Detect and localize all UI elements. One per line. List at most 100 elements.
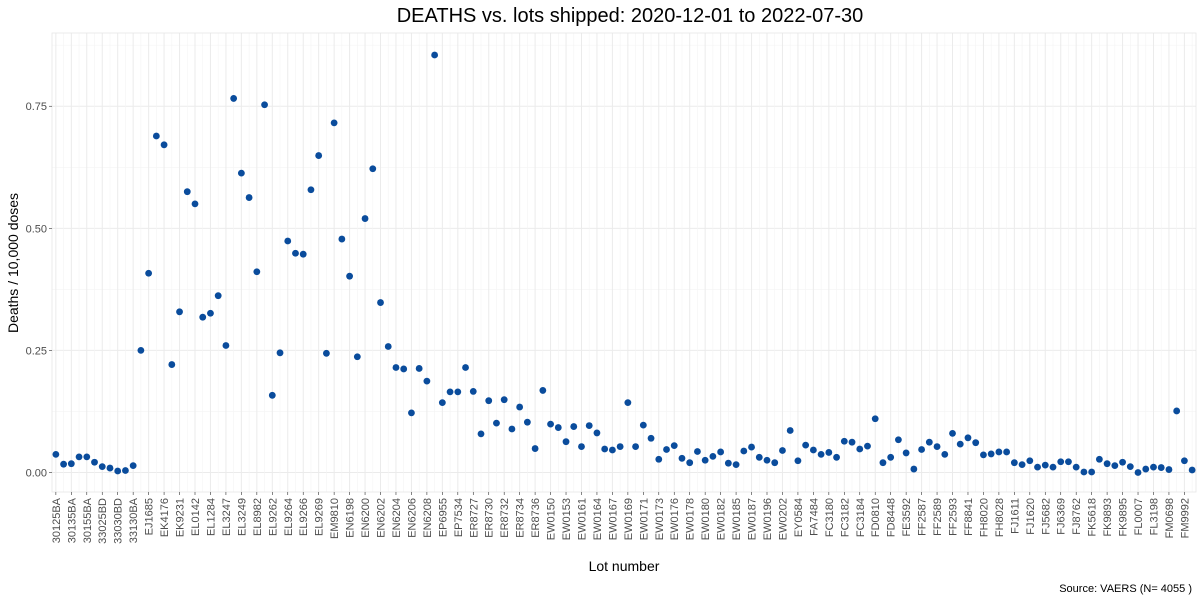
- x-tick-label: EW0167: [607, 498, 619, 540]
- data-point: EW0165: 0.048: [601, 445, 609, 453]
- data-point: FJ1611: 0.02: [1010, 459, 1018, 467]
- x-tick-label: FA7484: [808, 498, 820, 536]
- source-caption: Source: VAERS (N= 4055 ): [1059, 583, 1192, 595]
- x-tick-label: FJ8762: [1071, 498, 1083, 535]
- data-point: 30135BA: 0.018: [67, 460, 75, 468]
- data-point: EP7534: 0.165: [454, 388, 462, 396]
- data-point: FD0785: 0.054: [864, 442, 871, 450]
- x-tick-label: EW0202: [777, 498, 789, 540]
- data-point: FD8448: 0.031: [887, 453, 895, 461]
- x-tick-label: EM9810: [329, 498, 341, 539]
- data-point: FL8095: 0.01: [1157, 464, 1165, 471]
- x-tick-label: FC3182: [839, 498, 851, 537]
- data-point: EL1283: 0.318: [199, 313, 207, 321]
- data-point: 33025BD: 0.012: [98, 463, 106, 471]
- data-point: EN6205: 0.212: [400, 365, 408, 373]
- x-tick-label: EN6206: [406, 498, 418, 538]
- data-point: EN6198: 0.402: [346, 272, 353, 280]
- x-tick-label: FH8020: [978, 498, 990, 537]
- data-point: FM0698: 0.006: [1165, 466, 1173, 473]
- data-point: ER8732: 0.149: [500, 396, 508, 404]
- x-tick-label: ER8730: [484, 498, 496, 538]
- data-point: EL1284: 0.326: [207, 309, 214, 317]
- data-point: FC3181: 0.031: [833, 453, 840, 461]
- data-point: EL9262: 0.158: [268, 391, 276, 399]
- data-point: EW0183: 0.019: [724, 459, 732, 467]
- data-point: FJ1613: 0.042: [1003, 448, 1011, 456]
- x-tick-label: ER8727: [468, 498, 480, 538]
- y-tick-label: 0.25: [26, 345, 47, 357]
- x-tick-label: EW0153: [561, 498, 573, 540]
- data-point: FC3180: 0.041: [825, 449, 833, 456]
- data-point: EM9809: 0.244: [323, 349, 330, 357]
- x-tick-label: FL0007: [1133, 498, 1145, 535]
- data-point: FE8162: 0.007: [910, 465, 918, 473]
- data-point: EL3247: 0.26: [222, 342, 230, 349]
- x-tick-label: EN6202: [376, 498, 388, 538]
- data-point: EN6208: 0.187: [423, 377, 431, 385]
- data-point: FE3591: 0.067: [895, 436, 902, 444]
- data-point: EW0191: 0.031: [755, 453, 763, 461]
- data-point: EL3302: 0.563: [245, 194, 253, 201]
- data-point: EW0202: 0.045: [779, 447, 786, 454]
- data-point: EN6204: 0.215: [392, 364, 400, 371]
- data-point: ER8731: 0.101: [493, 419, 500, 427]
- x-tick-label: FD0810: [870, 498, 882, 537]
- x-tick-label: EN6200: [360, 498, 372, 538]
- data-point: FD0927: 0.02: [879, 459, 887, 467]
- data-point: FL3198: 0.011: [1150, 463, 1157, 471]
- data-point: 33128BD: 0.004: [122, 467, 129, 474]
- data-point: 33028BD: 0.009: [106, 464, 114, 472]
- data-point: EN6201: 0.622: [369, 165, 377, 173]
- x-tick-label: FK9895: [1118, 498, 1130, 537]
- x-tick-label: EW0178: [685, 498, 697, 540]
- data-point: FF2593: 0.08: [949, 430, 956, 437]
- data-point: FJ8762: 0.011: [1072, 463, 1080, 471]
- x-tick-label: EL0142: [190, 498, 202, 536]
- data-point: EK5730: 0.221: [168, 361, 176, 368]
- data-point: EW0179: 0.043: [694, 448, 701, 455]
- data-point: EW0185: 0.016: [732, 461, 740, 469]
- x-tick-label: EW0185: [731, 498, 743, 540]
- data-point: EP6955: 0.143: [438, 399, 446, 407]
- x-tick-label: EK4176: [159, 498, 171, 537]
- data-point: FN0016: 0.005: [1188, 466, 1196, 474]
- data-point: FJ5681: 0.011: [1034, 463, 1041, 471]
- data-point: EN6199: 0.237: [353, 353, 361, 361]
- data-point: ER2613: 0.215: [462, 364, 469, 371]
- x-tick-label: 30155BA: [82, 497, 94, 543]
- x-tick-label: EL3249: [236, 498, 248, 536]
- data-point: FK9897: 0.012: [1126, 463, 1134, 471]
- data-point: ER8729: 0.079: [477, 430, 485, 438]
- y-tick-label: 0.50: [26, 223, 47, 235]
- data-point: EJ1686: 0.689: [152, 132, 160, 140]
- data-point: FM9992: 0.024: [1181, 457, 1188, 465]
- x-axis: 30125BA 30135BA 30155BA 33025BD 33030BD 33130…: [51, 492, 1191, 544]
- x-tick-label: FF2593: [948, 498, 960, 536]
- data-point: EW0172: 0.07: [647, 434, 655, 442]
- data-point: EY0583: 0.086: [786, 427, 794, 434]
- data-point: FL0007: 0: [1134, 469, 1142, 476]
- data-point: EL9263: 0.245: [276, 349, 284, 357]
- data-point: ER8735: 0.103: [523, 418, 531, 426]
- data-point: EW0158: 0.094: [570, 423, 578, 430]
- data-point: EN6202: 0.348: [377, 299, 384, 306]
- grid-layer: [51, 32, 1197, 493]
- x-tick-label: EW0164: [592, 498, 604, 540]
- data-point: EW0186: 0.044: [740, 447, 748, 455]
- data-point: EN6203: 0.258: [384, 343, 392, 350]
- data-point: FF8222: 0.058: [956, 440, 964, 448]
- data-point: EL9269: 0.649: [315, 152, 323, 159]
- x-tick-label: FM0698: [1164, 498, 1176, 538]
- data-point: EL3249: 0.613: [237, 169, 245, 177]
- data-point: FK5127: 0.001: [1080, 468, 1088, 476]
- x-tick-label: FK5618: [1087, 498, 1099, 537]
- data-points: 30125BA: 0.03730130BA: 0.01730135BA: 0.0…: [52, 51, 1196, 476]
- x-tick-label: EW0187: [747, 498, 759, 540]
- data-point: 33030BD: 0.003: [114, 467, 122, 475]
- x-tick-label: FD8448: [886, 498, 898, 537]
- data-point: FJ6369: 0.022: [1057, 458, 1065, 466]
- x-tick-label: EW0180: [700, 498, 712, 540]
- x-tick-label: EN6198: [345, 498, 357, 538]
- data-point: FC3183: 0.062: [848, 438, 856, 446]
